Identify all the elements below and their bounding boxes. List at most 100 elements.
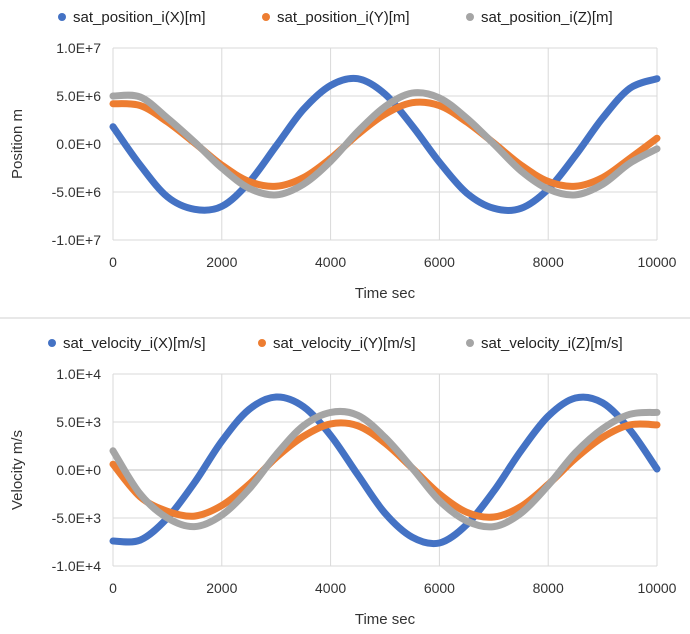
data-point (436, 539, 443, 547)
y-tick-label: 5.0E+3 (56, 414, 101, 430)
data-point (109, 92, 117, 100)
x-tick-label: 0 (109, 254, 117, 270)
data-point (381, 434, 389, 441)
data-point (409, 122, 416, 129)
data-point (327, 432, 334, 439)
data-point (572, 394, 579, 402)
data-point (300, 181, 307, 188)
data-point (300, 422, 307, 429)
x-tick-label: 8000 (533, 254, 564, 270)
data-point (218, 438, 225, 445)
data-point (218, 511, 225, 519)
x-axis-title: Time sec (355, 611, 416, 628)
y-tick-label: 0.0E+0 (56, 462, 101, 478)
data-point (109, 537, 117, 545)
data-point (599, 425, 606, 432)
data-point (599, 434, 606, 441)
data-point (626, 411, 633, 418)
legend-marker (58, 13, 66, 21)
data-point (381, 510, 389, 517)
data-point (354, 471, 361, 478)
data-point (327, 82, 334, 89)
data-point (300, 433, 307, 440)
data-point (245, 178, 253, 185)
data-point (626, 85, 633, 92)
x-tick-label: 0 (109, 580, 117, 596)
data-point (436, 497, 443, 504)
y-axis-title: Velocity m/s (9, 430, 26, 510)
data-point (572, 183, 579, 190)
data-point (191, 479, 198, 486)
y-tick-label: -5.0E+3 (52, 510, 102, 526)
data-point (409, 534, 416, 541)
data-point (381, 111, 389, 118)
data-point (490, 205, 497, 212)
legend-label: sat_velocity_i(Z)[m/s] (481, 335, 623, 352)
x-tick-label: 10000 (638, 254, 677, 270)
legend-marker (48, 339, 56, 347)
data-point (218, 502, 225, 509)
data-point (273, 142, 280, 150)
y-tick-label: 1.0E+4 (56, 366, 101, 382)
chart-2: sat_velocity_i(X)[m/s] sat_velocity_i(Y)[… (9, 335, 677, 628)
data-point (463, 189, 470, 197)
data-point (545, 185, 552, 193)
data-point (626, 421, 633, 429)
data-point (245, 486, 253, 493)
y-tick-label: 0.0E+0 (56, 136, 101, 152)
data-point (164, 193, 171, 200)
data-point (409, 99, 416, 106)
data-point (490, 140, 497, 148)
data-point (191, 206, 198, 213)
x-tick-label: 10000 (638, 580, 677, 596)
x-tick-label: 2000 (206, 580, 237, 596)
data-point (572, 449, 579, 456)
data-point (545, 178, 552, 185)
legend-marker (258, 339, 266, 347)
data-point (273, 451, 280, 458)
data-point (109, 123, 117, 130)
data-point (191, 523, 198, 530)
legend-label: sat_position_i(X)[m] (73, 9, 206, 26)
data-point (354, 422, 361, 429)
data-point (463, 509, 470, 516)
legend-label: sat_velocity_i(Y)[m/s] (273, 335, 416, 352)
data-point (300, 403, 307, 410)
data-point (354, 75, 361, 82)
data-point (463, 517, 470, 525)
y-tick-label: 1.0E+7 (56, 40, 101, 56)
data-point (273, 183, 280, 190)
x-axis-title: Time sec (355, 285, 416, 302)
legend-label: sat_velocity_i(X)[m/s] (63, 335, 206, 352)
data-point (245, 406, 253, 413)
data-point (653, 421, 661, 429)
data-point (245, 185, 253, 192)
data-point (164, 114, 171, 122)
data-point (490, 513, 497, 521)
y-axis-title: Position m (9, 109, 26, 179)
x-tick-label: 6000 (424, 254, 455, 270)
data-point (327, 409, 334, 416)
data-point (137, 490, 144, 498)
x-tick-label: 4000 (315, 580, 346, 596)
data-point (109, 447, 117, 454)
data-point (653, 409, 661, 416)
x-tick-label: 6000 (424, 580, 455, 596)
data-point (218, 203, 225, 210)
data-point (137, 102, 144, 109)
data-point (273, 191, 280, 199)
data-point (436, 94, 443, 102)
data-point (218, 164, 225, 172)
chart-1: sat_position_i(X)[m] sat_position_i(Y)[m]… (9, 9, 677, 302)
data-point (327, 420, 334, 428)
data-point (490, 487, 497, 495)
data-point (653, 135, 661, 142)
legend-marker (466, 13, 474, 21)
y-tick-label: 5.0E+6 (56, 88, 101, 104)
data-point (137, 93, 144, 101)
x-tick-label: 2000 (206, 254, 237, 270)
data-point (381, 103, 389, 110)
data-point (572, 152, 579, 159)
data-point (191, 512, 198, 520)
